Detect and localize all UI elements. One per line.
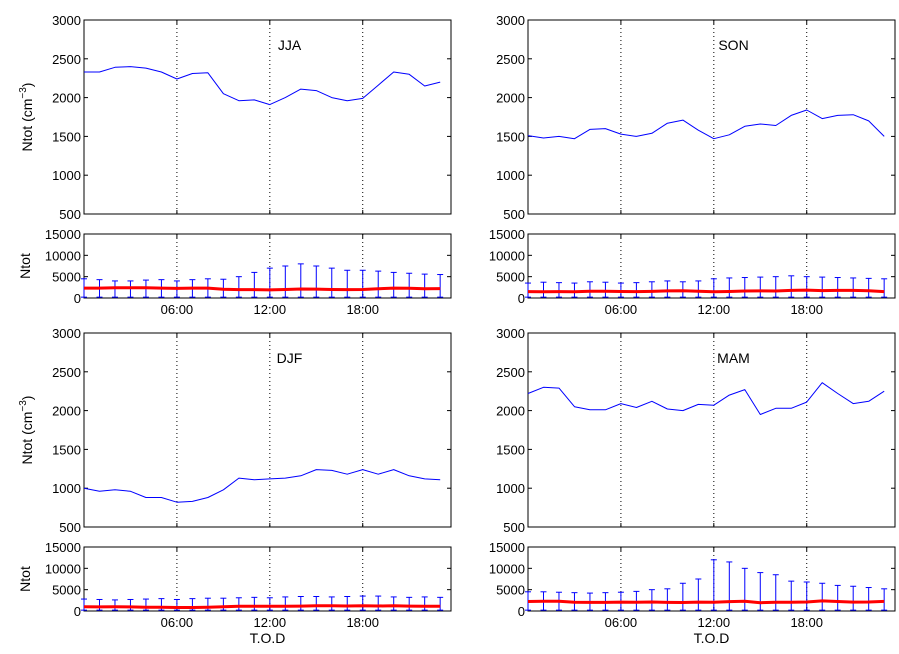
y-tick-label: 5000 xyxy=(496,270,525,285)
axes-son-ntot: 0 5000 10000 15000 06:00 12:00 18:00 xyxy=(489,227,896,317)
y-tick-label: 0 xyxy=(74,604,81,619)
y-axis-label: Ntot xyxy=(17,253,33,279)
y-tick-label: 15000 xyxy=(45,540,81,555)
x-tick-label: 12:00 xyxy=(698,615,731,630)
axes-frame xyxy=(83,332,452,528)
axes-frame xyxy=(83,19,452,215)
axes-frame xyxy=(527,233,896,299)
series-line xyxy=(84,66,441,106)
y-tick-label: 15000 xyxy=(489,227,525,242)
y-tick-label: 10000 xyxy=(489,248,525,263)
y-tick-label: 3000 xyxy=(52,326,81,341)
y-tick-label: 3000 xyxy=(496,13,525,28)
y-tick-label: 0 xyxy=(74,291,81,306)
y-axis-label: Ntot xyxy=(17,566,33,592)
x-tick-label: 18:00 xyxy=(790,615,823,630)
y-tick-label: 10000 xyxy=(489,561,525,576)
y-tick-label: 2500 xyxy=(496,365,525,380)
y-tick-label: 15000 xyxy=(45,227,81,242)
y-tick-label: 3000 xyxy=(496,326,525,341)
y-tick-label: 5000 xyxy=(52,270,81,285)
y-tick-label: 500 xyxy=(59,207,81,222)
series-line xyxy=(527,382,885,415)
season-label: DJF xyxy=(277,350,303,366)
x-tick-label: 12:00 xyxy=(254,615,287,630)
y-tick-label: 2000 xyxy=(52,91,81,106)
y-tick-label: 2000 xyxy=(52,404,81,419)
y-tick-label: 1500 xyxy=(496,442,525,457)
y-tick-label: 15000 xyxy=(489,540,525,555)
y-tick-label: 5000 xyxy=(496,583,525,598)
y-axis-label: Ntot (cm−3) xyxy=(18,83,35,152)
x-tick-label: 12:00 xyxy=(254,302,287,317)
x-tick-label: 18:00 xyxy=(790,302,823,317)
y-tick-label: 0 xyxy=(518,291,525,306)
series-line xyxy=(84,286,441,292)
x-tick-label: 06:00 xyxy=(605,615,638,630)
x-tick-label: 06:00 xyxy=(161,302,194,317)
y-axis-label-exponent: −3 xyxy=(18,87,29,99)
x-axis-label: T.O.D xyxy=(250,630,286,646)
y-tick-label: 2000 xyxy=(496,404,525,419)
y-axis-label-close: ) xyxy=(19,83,35,88)
series-line xyxy=(83,604,441,609)
axes-frame xyxy=(83,233,452,299)
axes-son: 500 1000 1500 2000 2500 3000 SON xyxy=(496,13,896,222)
y-tick-label: 10000 xyxy=(45,248,81,263)
y-tick-label: 0 xyxy=(518,604,525,619)
y-axis-label-text: Ntot xyxy=(17,253,33,279)
axes-frame xyxy=(527,19,896,215)
axes-frame xyxy=(527,332,896,528)
series-line xyxy=(83,469,441,503)
y-axis-label-text: Ntot (cm xyxy=(19,412,35,465)
y-tick-label: 2500 xyxy=(52,52,81,67)
y-tick-label: 3000 xyxy=(52,13,81,28)
series-line xyxy=(527,599,885,605)
y-tick-label: 1000 xyxy=(496,168,525,183)
x-tick-label: 18:00 xyxy=(346,302,379,317)
y-axis-label: Ntot (cm−3) xyxy=(18,396,35,465)
y-tick-label: 500 xyxy=(59,520,81,535)
y-axis-label-exponent: −3 xyxy=(18,400,29,412)
axes-djf-ntot: 0 5000 10000 15000 06:00 12:00 18:00 Ntot T.O.D xyxy=(17,540,452,646)
y-tick-label: 2500 xyxy=(496,52,525,67)
y-axis-label-text: Ntot (cm xyxy=(19,99,35,152)
y-tick-label: 1500 xyxy=(52,442,81,457)
axes-frame xyxy=(83,546,452,612)
axes-mam: 500 1000 1500 2000 2500 3000 MAM xyxy=(496,326,896,535)
y-tick-label: 1000 xyxy=(52,168,81,183)
x-tick-label: 18:00 xyxy=(346,615,379,630)
y-tick-label: 500 xyxy=(503,207,525,222)
y-tick-label: 1500 xyxy=(496,129,525,144)
series-line xyxy=(527,109,885,140)
y-axis-label-close: ) xyxy=(19,396,35,401)
x-axis-label: T.O.D xyxy=(694,630,730,646)
axes-mam-ntot: 0 5000 10000 15000 06:00 12:00 18:00 T.O.D xyxy=(489,540,896,646)
season-label: JJA xyxy=(278,37,302,53)
x-tick-label: 12:00 xyxy=(698,302,731,317)
y-tick-label: 2500 xyxy=(52,365,81,380)
season-label: MAM xyxy=(717,350,750,366)
y-tick-label: 500 xyxy=(503,520,525,535)
y-tick-label: 1500 xyxy=(52,129,81,144)
axes-jja-ntot: 0 5000 10000 15000 06:00 12:00 18:00 Ntot xyxy=(17,227,452,317)
x-tick-label: 06:00 xyxy=(605,302,638,317)
series-line xyxy=(527,288,885,294)
y-tick-label: 1000 xyxy=(496,481,525,496)
axes-frame xyxy=(527,546,896,612)
season-label: SON xyxy=(718,37,748,53)
y-tick-label: 1000 xyxy=(52,481,81,496)
axes-jja: 500 1000 1500 2000 2500 3000 JJA Ntot (cm−3) xyxy=(18,13,452,222)
y-tick-label: 10000 xyxy=(45,561,81,576)
x-tick-label: 06:00 xyxy=(161,615,194,630)
y-axis-label-text: Ntot xyxy=(17,566,33,592)
y-tick-label: 5000 xyxy=(52,583,81,598)
axes-djf: 500 1000 1500 2000 2500 3000 DJF Ntot (cm−3) xyxy=(18,326,452,535)
y-tick-label: 2000 xyxy=(496,91,525,106)
